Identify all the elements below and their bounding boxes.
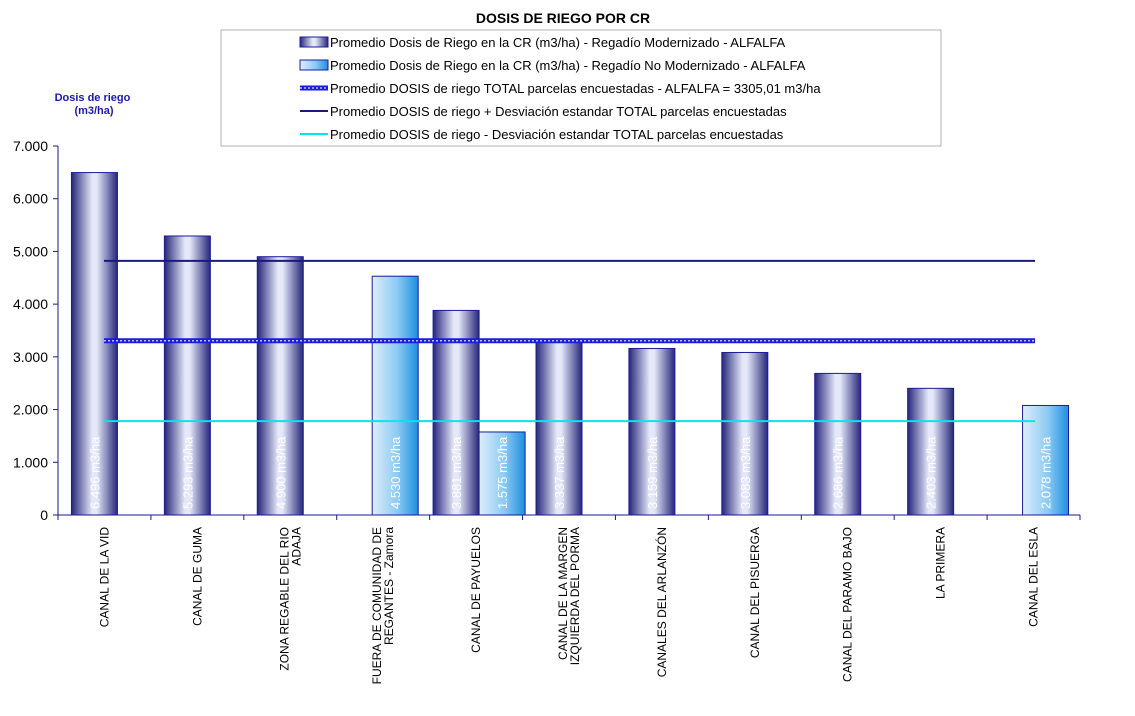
legend-entry: Promedio DOSIS de riego + Desviación est… <box>330 104 787 119</box>
y-tick-label: 5.000 <box>13 243 48 259</box>
chart-title: DOSIS DE RIEGO POR CR <box>476 10 650 26</box>
y-tick-label: 2.000 <box>13 402 48 418</box>
x-tick-label: CANAL DE PAYUELOS <box>469 527 483 653</box>
x-axis: CANAL DE LA VID CANAL DE GUMA ZONA REGABLE… <box>57 514 1081 684</box>
bars <box>70 172 1070 516</box>
reference-lines <box>104 259 1035 423</box>
bar-modernizado <box>721 351 769 516</box>
y-axis: 0 1.000 2.000 3.000 4.000 5.000 6.000 7.000 <box>13 138 59 523</box>
x-tick-label: CANAL DE LA VID <box>97 527 111 628</box>
legend-box <box>220 29 942 147</box>
x-tick-label: CANAL DE LA MARGEN <box>556 527 570 660</box>
legend-swatch <box>299 36 329 48</box>
data-label: 3.881 m3/ha <box>449 436 464 509</box>
x-tick-label: LA PRIMERA <box>934 527 948 599</box>
data-label: 2.403 m3/ha <box>924 436 939 509</box>
x-tick-label: REGANTES - Zamora <box>382 527 396 645</box>
legend-entry: Promedio DOSIS de riego TOTAL parcelas e… <box>330 81 821 96</box>
data-label: 5.293 m3/ha <box>180 436 195 509</box>
legend-entry: Promedio Dosis de Riego en la CR (m3/ha)… <box>330 35 786 50</box>
y-axis-label-line-2: (m3/ha) <box>74 105 113 117</box>
data-label: 3.337 m3/ha <box>552 436 567 509</box>
bar-no-modernizado <box>371 275 419 516</box>
y-axis-label-line-1: Dosis de riego <box>55 92 131 104</box>
data-label: 6.496 m3/ha <box>87 436 102 509</box>
legend: Promedio Dosis de Riego en la CR (m3/ha)… <box>220 29 942 147</box>
bar-modernizado <box>256 256 304 516</box>
bar-no-modernizado <box>1022 404 1070 516</box>
y-axis-label: Dosis de riego (m3/ha) <box>55 92 134 117</box>
x-tick-label: FUERA DE COMUNIDAD DE <box>370 527 384 684</box>
data-label: 1.575 m3/ha <box>495 436 510 509</box>
y-tick-label: 1.000 <box>13 454 48 470</box>
x-tick-label: CANAL DEL ESLA <box>1027 527 1041 627</box>
x-tick-label: ADAJA <box>289 527 303 566</box>
bar-no-modernizado <box>478 431 526 516</box>
x-tick-label: ZONA REGABLE DEL RIO <box>277 527 291 671</box>
x-tick-label: CANAL DE GUMA <box>190 527 204 626</box>
data-label: 3.083 m3/ha <box>738 436 753 509</box>
bar-modernizado <box>907 387 955 516</box>
data-label: 4.900 m3/ha <box>273 436 288 509</box>
data-labels: 6.496 m3/ha 5.293 m3/ha 4.900 m3/ha 4.530 m… <box>87 436 1053 509</box>
x-tick-label: CANAL DEL PISUERGA <box>748 527 762 658</box>
legend-entry: Promedio Dosis de Riego en la CR (m3/ha)… <box>330 58 806 73</box>
y-tick-label: 3.000 <box>13 349 48 365</box>
x-tick-label: CANAL DEL PARAMO BAJO <box>841 527 855 682</box>
x-tick-label: IZQUIERDA DEL PORMA <box>568 527 582 665</box>
y-tick-label: 4.000 <box>13 296 48 312</box>
legend-entry: Promedio DOSIS de riego - Desviación est… <box>330 127 784 142</box>
y-tick-label: 6.000 <box>13 191 48 207</box>
data-label: 4.530 m3/ha <box>388 436 403 509</box>
bar-modernizado <box>628 347 676 516</box>
x-tick-label: CANALES DEL ARLANZÓN <box>654 527 669 677</box>
data-label: 2.078 m3/ha <box>1039 436 1054 509</box>
data-label: 3.159 m3/ha <box>645 436 660 509</box>
data-label: 2.686 m3/ha <box>831 436 846 509</box>
y-tick-label: 7.000 <box>13 138 48 154</box>
bar-modernizado <box>70 172 118 516</box>
bar-modernizado <box>432 309 480 516</box>
legend-swatch <box>299 59 329 71</box>
y-tick-label: 0 <box>40 507 48 523</box>
bar-modernizado <box>163 235 211 516</box>
